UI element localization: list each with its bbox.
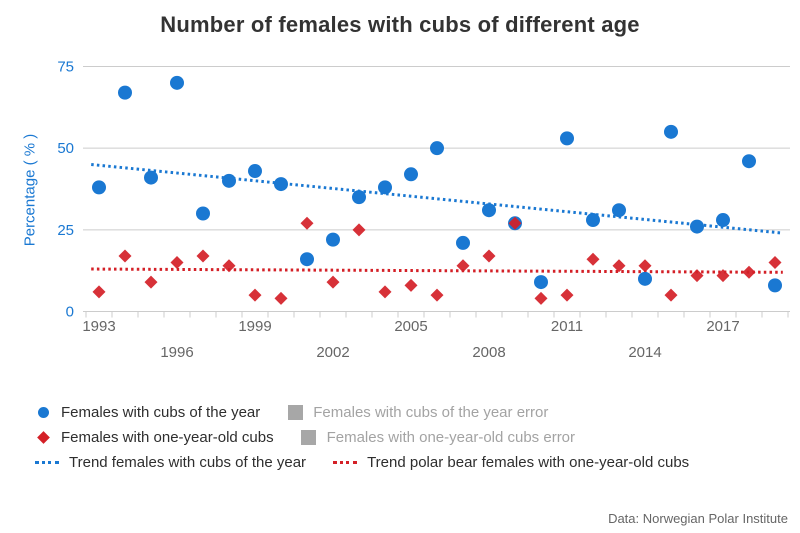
data-point-circle[interactable]: [716, 213, 730, 228]
data-point-circle[interactable]: [690, 219, 704, 234]
data-point-circle[interactable]: [560, 131, 574, 146]
data-point-circle[interactable]: [768, 278, 782, 293]
x-tick-label: 2017: [706, 318, 739, 335]
y-tick-label: 25: [57, 222, 74, 239]
data-point-circle[interactable]: [248, 164, 262, 179]
legend-item-one-year-old-cubs[interactable]: Females with one-year-old cubs: [34, 429, 274, 446]
data-point-diamond[interactable]: [664, 288, 678, 302]
data-point-diamond[interactable]: [508, 216, 522, 230]
x-tick-label: 2002: [316, 344, 349, 361]
x-tick-label: 2014: [628, 344, 661, 361]
data-point-diamond[interactable]: [612, 259, 626, 273]
data-point-circle[interactable]: [326, 232, 340, 247]
data-point-diamond[interactable]: [170, 256, 184, 269]
data-point-diamond[interactable]: [716, 269, 730, 283]
legend-item-one-year-old-cubs-error[interactable]: Females with one-year-old cubs error: [300, 429, 575, 446]
x-tick-label: 1993: [82, 318, 115, 335]
y-tick-label: 50: [57, 140, 74, 157]
data-point-diamond[interactable]: [690, 269, 704, 283]
legend-label: Females with cubs of the year error: [313, 404, 549, 421]
blue-dotted-line-icon: [35, 461, 59, 464]
legend-item-cubs-of-year[interactable]: Females with cubs of the year: [34, 404, 260, 421]
data-point-circle[interactable]: [664, 124, 678, 139]
data-point-diamond[interactable]: [378, 285, 392, 299]
data-point-diamond[interactable]: [404, 278, 418, 292]
data-point-circle[interactable]: [534, 275, 548, 290]
data-point-diamond[interactable]: [326, 275, 340, 289]
data-point-circle[interactable]: [92, 180, 106, 195]
data-point-circle[interactable]: [404, 167, 418, 182]
chart-legend: Females with cubs of the year Females wi…: [34, 400, 786, 475]
legend-row: Trend females with cubs of the year Tren…: [34, 450, 786, 475]
data-point-diamond[interactable]: [638, 259, 652, 273]
data-point-circle[interactable]: [300, 252, 314, 267]
y-tick-label: 0: [66, 304, 74, 321]
data-point-circle[interactable]: [274, 177, 288, 192]
data-point-circle[interactable]: [352, 190, 366, 205]
y-tick-label: 75: [57, 59, 74, 76]
x-tick-label: 2005: [394, 318, 427, 335]
red-diamond-marker-icon: [36, 431, 50, 444]
red-dotted-line-icon: [333, 461, 358, 464]
data-point-circle[interactable]: [456, 235, 470, 250]
data-point-diamond[interactable]: [768, 256, 782, 269]
data-point-circle[interactable]: [638, 271, 652, 286]
legend-label: Trend females with cubs of the year: [69, 454, 307, 471]
data-point-diamond[interactable]: [144, 275, 158, 289]
legend-item-cubs-of-year-error[interactable]: Females with cubs of the year error: [286, 404, 548, 421]
data-point-diamond[interactable]: [222, 259, 236, 273]
data-point-diamond[interactable]: [248, 288, 262, 302]
data-point-diamond[interactable]: [118, 249, 132, 263]
data-point-circle[interactable]: [586, 213, 600, 228]
data-point-circle[interactable]: [144, 170, 158, 185]
data-point-circle[interactable]: [742, 154, 756, 169]
legend-row: Females with cubs of the year Females wi…: [34, 400, 786, 425]
data-point-diamond[interactable]: [300, 216, 314, 230]
gray-square-swatch-icon: [301, 430, 317, 445]
x-tick-label: 2011: [551, 318, 583, 335]
plot-area: 0 25 50 75 1993 1999 2005 2011 2017 1996 2002 2008 2…: [57, 59, 790, 361]
legend-label: Trend polar bear females with one-year-o…: [367, 454, 690, 471]
data-point-diamond[interactable]: [430, 288, 444, 302]
legend-label: Females with cubs of the year: [61, 404, 261, 421]
data-point-diamond[interactable]: [534, 291, 548, 305]
x-tick-label: 1996: [160, 344, 193, 361]
x-tick-label: 1999: [238, 318, 271, 335]
data-point-circle[interactable]: [482, 203, 496, 218]
data-point-diamond[interactable]: [482, 249, 496, 263]
data-source-credit: Data: Norwegian Polar Institute: [608, 511, 788, 526]
legend-row: Females with one-year-old cubs Females w…: [34, 425, 786, 450]
data-point-diamond[interactable]: [560, 288, 574, 302]
data-point-circle[interactable]: [196, 206, 210, 221]
gray-square-swatch-icon: [287, 405, 303, 420]
data-point-diamond[interactable]: [274, 291, 288, 305]
legend-label: Females with one-year-old cubs error: [326, 429, 576, 446]
data-point-diamond[interactable]: [352, 223, 366, 237]
data-point-diamond[interactable]: [742, 265, 756, 279]
x-tick-label: 2008: [472, 344, 505, 361]
trend-line: [91, 267, 783, 274]
data-point-circle[interactable]: [378, 180, 392, 195]
data-point-diamond[interactable]: [92, 285, 106, 299]
legend-item-trend-one-year-old-cubs[interactable]: Trend polar bear females with one-year-o…: [332, 454, 689, 471]
legend-item-trend-cubs-of-year[interactable]: Trend females with cubs of the year: [34, 454, 306, 471]
data-point-diamond[interactable]: [196, 249, 210, 263]
legend-label: Females with one-year-old cubs: [61, 429, 274, 446]
data-point-circle[interactable]: [612, 203, 626, 218]
chart-title: Number of females with cubs of different…: [160, 12, 640, 37]
data-point-diamond[interactable]: [456, 259, 470, 273]
data-point-diamond[interactable]: [586, 252, 600, 266]
data-point-circle[interactable]: [118, 85, 132, 100]
data-point-circle[interactable]: [170, 75, 184, 90]
data-point-circle[interactable]: [430, 141, 444, 156]
trend-line: [91, 163, 783, 235]
blue-circle-marker-icon: [37, 407, 49, 418]
data-point-circle[interactable]: [222, 173, 236, 188]
